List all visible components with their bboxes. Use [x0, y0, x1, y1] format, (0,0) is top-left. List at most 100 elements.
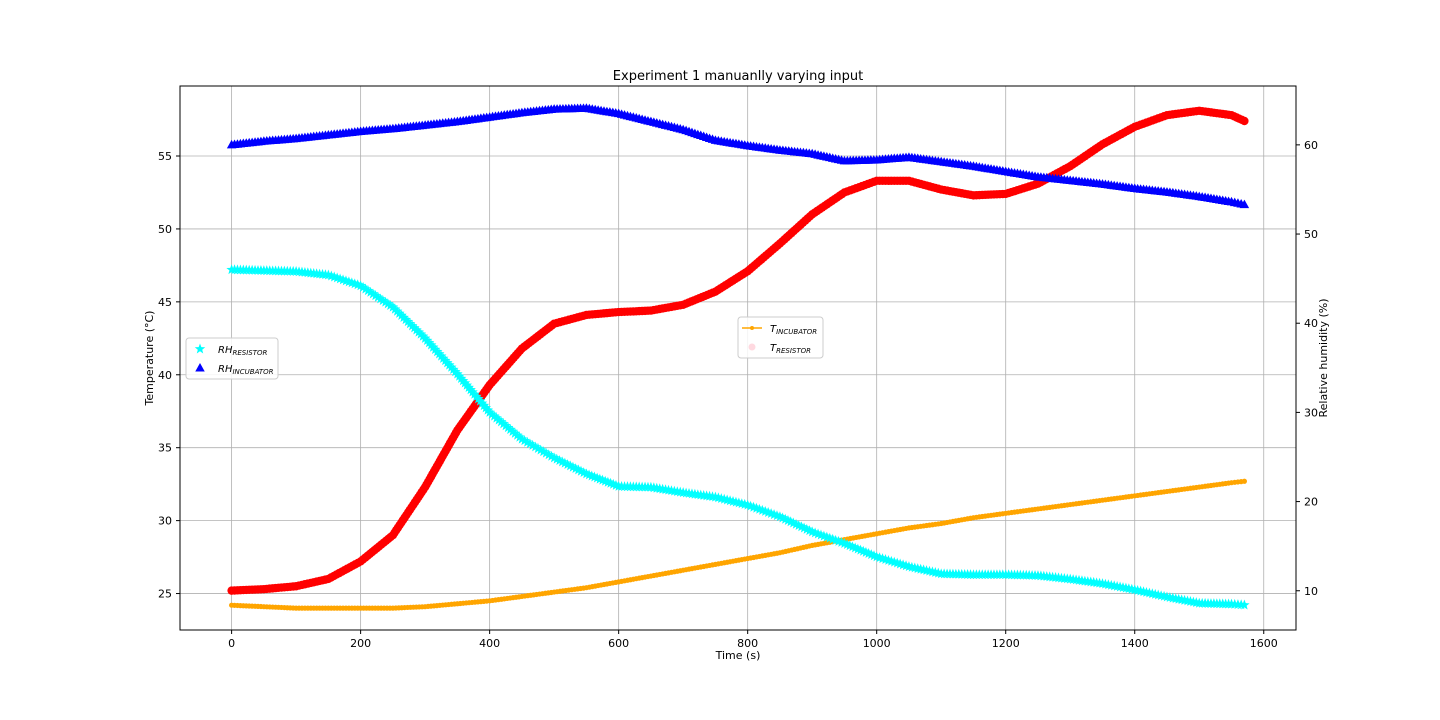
data-point: [809, 542, 815, 549]
x-tick-label: 0: [228, 637, 235, 650]
legend-marker: [194, 343, 206, 354]
data-point: [388, 531, 398, 540]
data-point: [1239, 199, 1250, 209]
data-point: [290, 266, 302, 276]
series-trail-marker: [540, 447, 552, 458]
series-trail-marker: [512, 429, 523, 440]
series-trail-marker: [495, 416, 507, 427]
data-point: [1097, 179, 1108, 188]
y-left-tick-label: 25: [158, 588, 172, 601]
series-trail-marker: [527, 439, 538, 450]
series-trail-marker: [370, 290, 381, 301]
legend-temperature: TINCUBATOR TRESISTOR: [737, 316, 824, 359]
series-trail-marker: [434, 348, 445, 359]
series-trail-marker: [509, 427, 521, 438]
data-point: [519, 593, 525, 600]
series-trail-marker: [365, 286, 376, 297]
data-point: [970, 515, 977, 521]
data-point: [261, 604, 267, 610]
y-axis-left-label: Temperature (°C): [143, 311, 156, 407]
data-point: [904, 176, 914, 185]
y-left-tick-label: 30: [158, 515, 172, 528]
series-trail-marker: [474, 395, 486, 406]
series-trail-marker: [478, 400, 490, 411]
series-trail-marker: [551, 453, 563, 464]
data-point: [452, 116, 463, 126]
data-point: [710, 135, 721, 144]
series-trail-marker: [423, 337, 435, 348]
legend-rh-box: [185, 337, 279, 380]
y-right-tick-label: 30: [1304, 406, 1318, 419]
series-trail-marker: [357, 281, 369, 292]
data-point: [775, 239, 785, 248]
series-trail-marker: [519, 435, 530, 446]
data-point: [293, 605, 299, 611]
series-trail-marker: [469, 388, 480, 399]
data-point: [551, 589, 557, 595]
data-point: [548, 452, 560, 463]
series-trail-marker: [514, 431, 525, 442]
data-point: [549, 319, 559, 328]
data-point: [904, 152, 914, 161]
data-point: [258, 265, 270, 276]
data-point: [452, 368, 463, 379]
data-point: [487, 598, 493, 604]
series-trail-marker: [394, 307, 405, 318]
series-trail-marker: [398, 312, 409, 323]
series-trail-marker: [367, 288, 379, 299]
grid-lines: [180, 86, 1296, 630]
y-right-tick-label: 50: [1304, 228, 1318, 241]
data-point: [1035, 506, 1041, 512]
data-point: [777, 550, 783, 556]
series-trail-marker: [556, 456, 568, 467]
series-trail-marker: [400, 314, 412, 325]
data-point: [710, 491, 721, 502]
y-right-tick-label: 40: [1304, 317, 1318, 330]
y-right-tick-label: 10: [1304, 585, 1318, 598]
data-point: [484, 112, 495, 121]
series-trail-marker: [559, 457, 571, 468]
data-point: [840, 188, 849, 197]
data-point: [291, 582, 301, 591]
y-axis-right-label: Relative humidity (%): [1317, 299, 1330, 418]
series-trail-marker: [532, 443, 544, 453]
series-trail-marker: [413, 326, 424, 337]
data-point: [1194, 191, 1204, 201]
data-point: [614, 307, 623, 317]
series-trail-marker: [429, 344, 441, 354]
data-point: [1098, 140, 1107, 149]
data-point: [485, 380, 494, 390]
series-trail-marker: [578, 467, 589, 478]
x-tick-label: 1400: [1121, 637, 1149, 650]
data-point: [871, 155, 882, 164]
data-point: [583, 585, 590, 591]
data-point: [1067, 501, 1073, 508]
series-trail-marker: [362, 285, 374, 296]
data-point: [1226, 196, 1237, 206]
data-point: [648, 573, 654, 579]
data-point: [1129, 183, 1140, 193]
series-trail-marker: [415, 328, 427, 339]
data-point: [616, 579, 622, 585]
y-right-tick-label: 20: [1304, 496, 1318, 509]
y-left-tick-label: 45: [158, 296, 172, 309]
data-point: [935, 568, 947, 579]
axes-frame: [179, 85, 1297, 631]
series-trail-marker: [427, 341, 439, 352]
series-trail-marker: [372, 291, 384, 302]
data-point: [516, 433, 528, 444]
series-trail-marker: [575, 465, 587, 476]
data-point: [938, 520, 944, 527]
series-trail-marker: [425, 339, 437, 350]
series-trail-marker: [391, 305, 403, 316]
series-trail-marker: [463, 382, 474, 393]
series-trail-marker: [440, 355, 451, 366]
data-point: [903, 561, 915, 572]
series-trail-marker: [385, 300, 396, 310]
series-trail-marker: [567, 461, 579, 472]
data-point: [1241, 478, 1247, 484]
data-point: [711, 287, 720, 296]
data-point: [645, 481, 657, 492]
data-point: [420, 482, 430, 492]
data-point: [807, 148, 817, 158]
